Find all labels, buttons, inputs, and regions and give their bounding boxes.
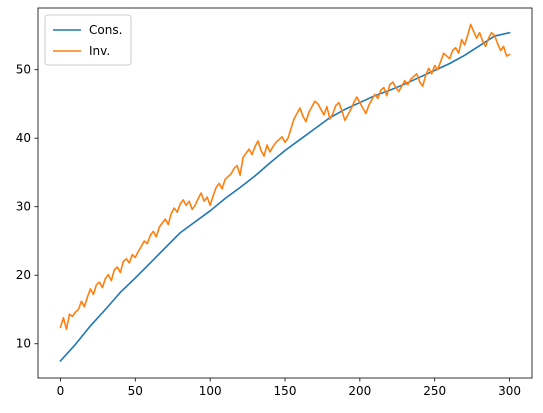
y-tick-label: 30	[16, 200, 31, 214]
y-tick-label: 10	[16, 337, 31, 351]
y-tick-label: 50	[16, 63, 31, 77]
x-axis: 0 50 100 150 200 250 300	[57, 378, 521, 398]
legend-box	[44, 14, 132, 66]
x-tick-label: 150	[274, 384, 297, 398]
x-tick-label: 300	[498, 384, 521, 398]
plot-lines	[59, 23, 511, 363]
series-line-0	[59, 31, 511, 363]
legend: Cons. Inv.	[44, 14, 132, 66]
x-tick-label: 250	[423, 384, 446, 398]
y-tick-label: 40	[16, 131, 31, 145]
legend-label: Inv.	[89, 44, 110, 58]
series-line-1	[59, 23, 511, 331]
x-tick-label: 100	[199, 384, 222, 398]
x-tick-label: 50	[128, 384, 143, 398]
y-axis: 10 20 30 40 50	[16, 63, 38, 351]
x-tick-label: 0	[57, 384, 65, 398]
legend-label: Cons.	[89, 23, 122, 37]
y-tick-label: 20	[16, 268, 31, 282]
x-tick-label: 200	[348, 384, 371, 398]
